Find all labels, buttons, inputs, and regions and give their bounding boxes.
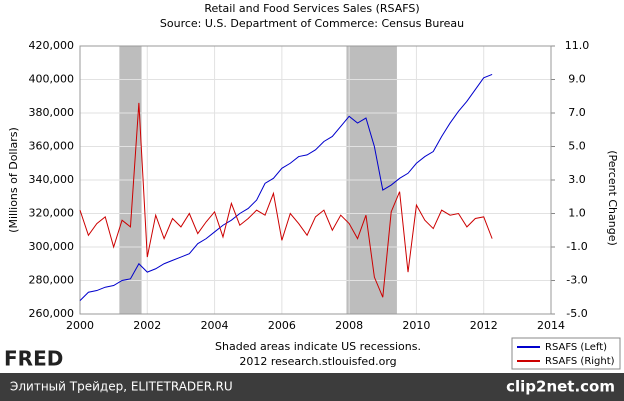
y2-tick-label: 9.0 [568, 73, 586, 86]
note: Shaded areas indicate US recessions. [215, 340, 421, 353]
footer-brand: clip2net.com [506, 378, 615, 396]
chart-subtitle: Source: U.S. Department of Commerce: Cen… [160, 17, 464, 30]
series-line [79, 102, 493, 298]
y2-tick-label: -5.0 [566, 307, 587, 320]
plot-frame [79, 45, 552, 315]
y2-tick-label: 7.0 [568, 106, 586, 119]
x-tick-label: 2006 [268, 319, 296, 332]
x-tick-label: 2002 [133, 319, 161, 332]
y2-tick-label: 11.0 [565, 39, 590, 52]
y2-tick-label: 5.0 [568, 140, 586, 153]
footer-bar [0, 373, 624, 401]
y-tick-label: 400,000 [29, 73, 75, 86]
x-tick-label: 2004 [201, 319, 229, 332]
legend [511, 337, 621, 370]
y2-tick-label: -1.0 [566, 240, 587, 253]
y-tick-label: 260,000 [29, 307, 75, 320]
legend-label: RSAFS (Left) [545, 342, 607, 353]
y-axis-label: (Millions of Dollars) [7, 127, 20, 233]
x-tick-label: 2008 [335, 319, 363, 332]
x-tick-label: 2000 [66, 319, 94, 332]
y-tick-label: 320,000 [29, 207, 75, 220]
y2-axis-label: (Percent Change) [606, 150, 619, 246]
series-line [79, 74, 493, 301]
logo: FRED [4, 347, 63, 371]
legend-label: RSAFS (Right) [545, 356, 615, 367]
footer-text: Элитный Трейдер, ELITETRADER.RU [10, 380, 233, 394]
y-tick-label: 340,000 [29, 173, 75, 186]
y-tick-label: 280,000 [29, 274, 75, 287]
y-tick-label: 420,000 [29, 39, 75, 52]
x-tick-label: 2010 [402, 319, 430, 332]
x-tick-label: 2014 [537, 319, 565, 332]
chart-title: Retail and Food Services Sales (RSAFS) [204, 2, 419, 15]
y2-tick-label: 3.0 [568, 173, 586, 186]
x-tick-label: 2012 [470, 319, 498, 332]
y2-tick-label: -3.0 [566, 274, 587, 287]
note: 2012 research.stlouisfed.org [239, 355, 396, 368]
y-tick-label: 300,000 [29, 240, 75, 253]
y-tick-label: 360,000 [29, 140, 75, 153]
y2-tick-label: 1.0 [568, 207, 586, 220]
y-tick-label: 380,000 [29, 106, 75, 119]
